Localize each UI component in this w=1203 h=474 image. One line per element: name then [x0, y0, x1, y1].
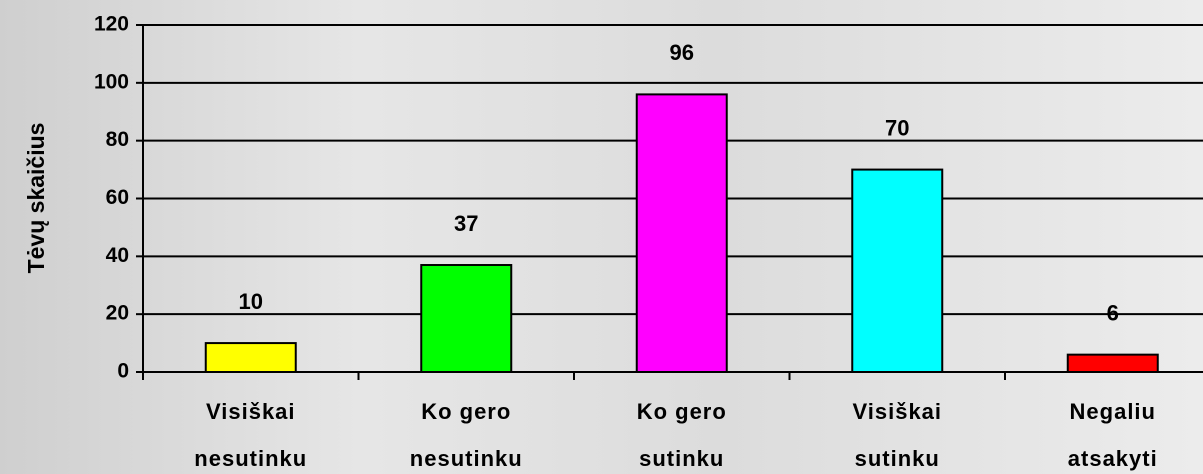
value-label: 6: [1107, 300, 1119, 325]
bar: [635, 93, 728, 374]
x-tick-label: Ko gero: [637, 399, 727, 424]
x-tick-label: Visiškai: [852, 399, 942, 424]
y-tick-label: 60: [106, 186, 129, 209]
x-tick-label: nesutinku: [194, 446, 307, 471]
x-tick-label: nesutinku: [410, 446, 523, 471]
value-label: 37: [454, 211, 478, 236]
y-tick-label: 20: [106, 302, 129, 325]
y-tick-label: 100: [94, 70, 129, 93]
x-tick-label: Negaliu: [1070, 399, 1156, 424]
x-tick-label: sutinku: [855, 446, 940, 471]
x-tick-label: Ko gero: [421, 399, 511, 424]
bar: [1066, 353, 1159, 373]
y-tick-label: 40: [106, 244, 129, 267]
bar: [204, 342, 297, 374]
y-tick-label: 120: [94, 13, 129, 36]
value-label: 70: [885, 115, 909, 140]
x-tick-label: Visiškai: [206, 399, 296, 424]
value-label: 10: [239, 289, 263, 314]
bar: [851, 168, 944, 373]
value-label: 96: [670, 40, 694, 65]
bar: [420, 264, 513, 373]
y-axis-label: Tėvų skaičius: [23, 123, 49, 274]
x-tick-label: atsakyti: [1068, 446, 1158, 471]
y-tick-label: 0: [117, 360, 129, 383]
x-tick-label: sutinku: [639, 446, 724, 471]
y-tick-label: 80: [106, 128, 129, 151]
